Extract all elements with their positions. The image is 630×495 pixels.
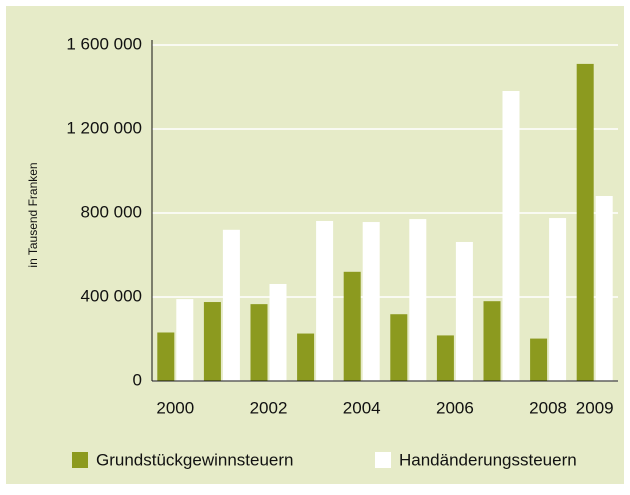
y-axis-label: in Tausend Franken	[26, 162, 40, 267]
bar	[483, 301, 501, 381]
bar	[316, 220, 334, 381]
legend-label: Grundstückgewinnsteuern	[96, 450, 294, 469]
bar	[203, 302, 221, 381]
y-tick-label: 1 600 000	[66, 34, 142, 53]
bar	[269, 283, 287, 381]
legend-label: Handänderungssteuern	[399, 450, 577, 469]
bar	[250, 304, 268, 381]
bar	[343, 271, 361, 381]
bar	[530, 338, 548, 381]
chart-background	[6, 6, 624, 484]
bar	[502, 90, 520, 382]
x-tick-label: 2009	[576, 398, 614, 417]
bar	[409, 219, 427, 381]
bar	[176, 299, 194, 381]
bar	[362, 222, 380, 381]
x-tick-label: 2002	[250, 398, 288, 417]
y-tick-label: 800 000	[81, 202, 142, 221]
x-tick-label: 2000	[156, 398, 194, 417]
bar	[222, 229, 240, 381]
y-tick-label: 0	[133, 370, 142, 389]
bar	[455, 241, 473, 381]
bar	[595, 195, 613, 381]
x-tick-label: 2008	[529, 398, 567, 417]
y-tick-label: 1 200 000	[66, 118, 142, 137]
legend-swatch	[375, 452, 391, 468]
bar	[549, 218, 567, 381]
x-tick-label: 2006	[436, 398, 474, 417]
bar	[576, 63, 594, 382]
bar	[436, 335, 454, 381]
bar	[390, 314, 408, 381]
bar	[157, 332, 175, 381]
x-tick-label: 2004	[343, 398, 381, 417]
bar	[297, 333, 315, 381]
legend-swatch	[72, 452, 88, 468]
y-tick-label: 400 000	[81, 286, 142, 305]
